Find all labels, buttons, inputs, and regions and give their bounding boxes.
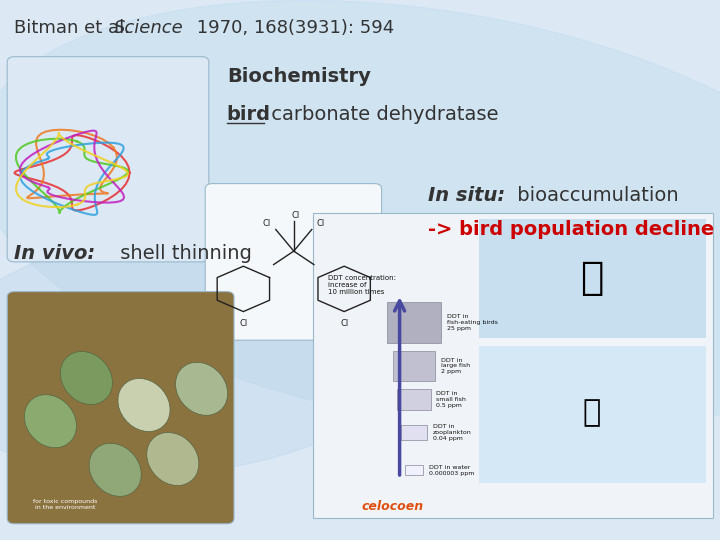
Text: 1970, 168(3931): 594: 1970, 168(3931): 594 [191,19,394,37]
Text: Cl: Cl [262,219,271,228]
Ellipse shape [118,379,170,431]
FancyBboxPatch shape [479,346,706,483]
FancyBboxPatch shape [397,389,431,410]
Text: DDT in water
0.000003 ppm: DDT in water 0.000003 ppm [429,465,474,476]
Text: In vivo:: In vivo: [14,244,96,263]
FancyBboxPatch shape [7,57,209,262]
Text: Cl: Cl [292,211,300,220]
Text: 🦅: 🦅 [580,259,603,297]
FancyBboxPatch shape [405,465,423,475]
Ellipse shape [0,1,720,431]
FancyBboxPatch shape [393,351,435,381]
Text: DDT concentration:
increase of
10 million times: DDT concentration: increase of 10 millio… [328,275,395,295]
Ellipse shape [60,352,112,404]
Ellipse shape [176,362,228,415]
Ellipse shape [89,443,141,496]
Text: DDT in
small fish
0.5 ppm: DDT in small fish 0.5 ppm [436,392,466,408]
FancyBboxPatch shape [205,184,382,340]
FancyBboxPatch shape [387,302,441,343]
Text: carbonate dehydratase: carbonate dehydratase [265,105,498,124]
Text: In situ:: In situ: [428,186,505,205]
Text: celocoen: celocoen [361,500,423,513]
Text: for toxic compounds
in the environment: for toxic compounds in the environment [32,500,97,510]
FancyBboxPatch shape [7,292,234,524]
Text: Cl: Cl [340,319,348,328]
Text: DDT in
large fish
2 ppm: DDT in large fish 2 ppm [441,357,469,374]
Text: bird: bird [227,105,271,124]
Text: Bitman et al.: Bitman et al. [14,19,136,37]
Ellipse shape [0,227,430,475]
FancyBboxPatch shape [401,425,427,440]
FancyBboxPatch shape [313,213,713,518]
FancyBboxPatch shape [479,219,706,338]
Text: Science: Science [114,19,184,37]
Ellipse shape [147,433,199,485]
Text: 🐟: 🐟 [582,399,601,428]
Text: Cl: Cl [239,319,248,328]
Text: bioaccumulation: bioaccumulation [511,186,679,205]
Text: Cl: Cl [317,219,325,228]
Text: DDT in
zooplankton
0.04 ppm: DDT in zooplankton 0.04 ppm [433,424,472,441]
Text: DDT in
fish-eating birds
25 ppm: DDT in fish-eating birds 25 ppm [446,314,498,331]
Text: shell thinning: shell thinning [114,244,251,263]
Text: Biochemistry: Biochemistry [227,68,371,86]
Text: -> bird population decline: -> bird population decline [428,220,715,239]
Ellipse shape [24,395,76,448]
